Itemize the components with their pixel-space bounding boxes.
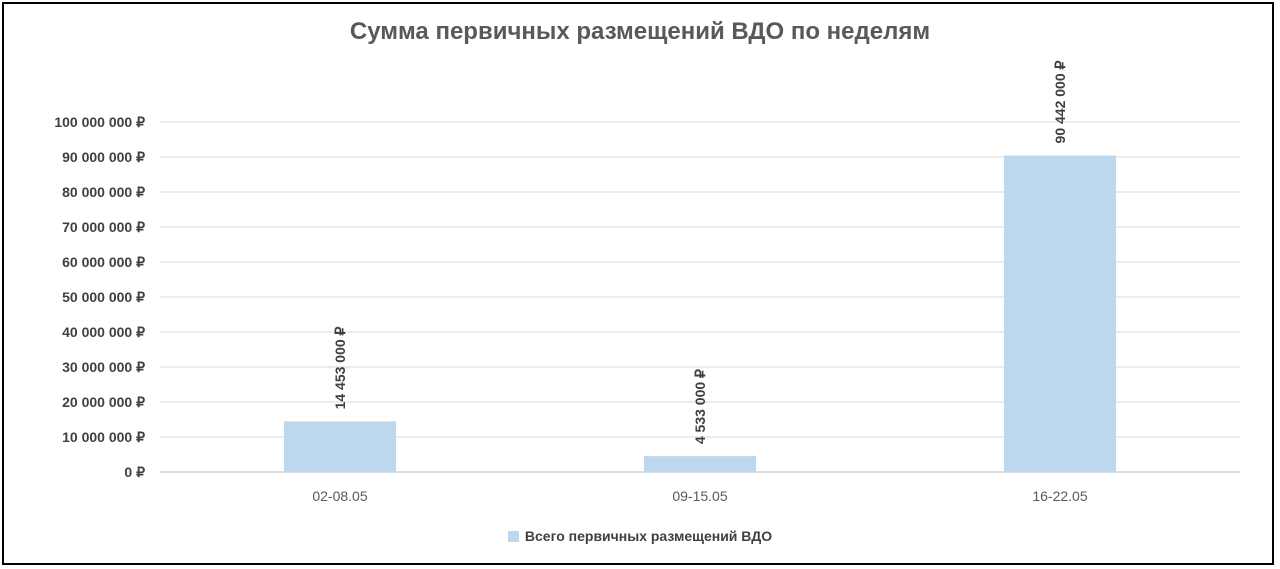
legend: Всего первичных размещений ВДО: [0, 528, 1280, 544]
x-tick-label: 16-22.05: [1032, 488, 1087, 504]
legend-swatch: [507, 530, 519, 542]
y-tick-label: 100 000 000 ₽: [54, 114, 145, 130]
legend-label: Всего первичных размещений ВДО: [524, 528, 773, 544]
bar: [284, 421, 396, 472]
data-label: 4 533 000 ₽: [692, 369, 708, 444]
y-tick-label: 80 000 000 ₽: [62, 184, 145, 200]
y-tick-label: 60 000 000 ₽: [62, 254, 145, 270]
chart-title: Сумма первичных размещений ВДО по неделя…: [349, 18, 931, 45]
data-label: 90 442 000 ₽: [1052, 60, 1068, 143]
y-tick-label: 90 000 000 ₽: [62, 149, 145, 165]
y-tick-label: 70 000 000 ₽: [62, 219, 145, 235]
y-tick-label: 0 ₽: [124, 464, 145, 480]
y-tick-label: 40 000 000 ₽: [62, 324, 145, 340]
bar: [644, 456, 756, 472]
x-tick-label: 02-08.05: [312, 488, 367, 504]
x-tick-label: 09-15.05: [672, 488, 727, 504]
bar: [1004, 155, 1116, 472]
y-tick-label: 50 000 000 ₽: [62, 289, 145, 305]
data-label: 14 453 000 ₽: [332, 326, 348, 409]
y-tick-label: 30 000 000 ₽: [62, 359, 145, 375]
y-tick-label: 20 000 000 ₽: [62, 394, 145, 410]
y-tick-label: 10 000 000 ₽: [62, 429, 145, 445]
